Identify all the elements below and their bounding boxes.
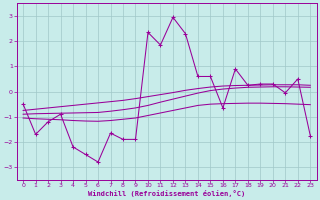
X-axis label: Windchill (Refroidissement éolien,°C): Windchill (Refroidissement éolien,°C): [88, 190, 245, 197]
